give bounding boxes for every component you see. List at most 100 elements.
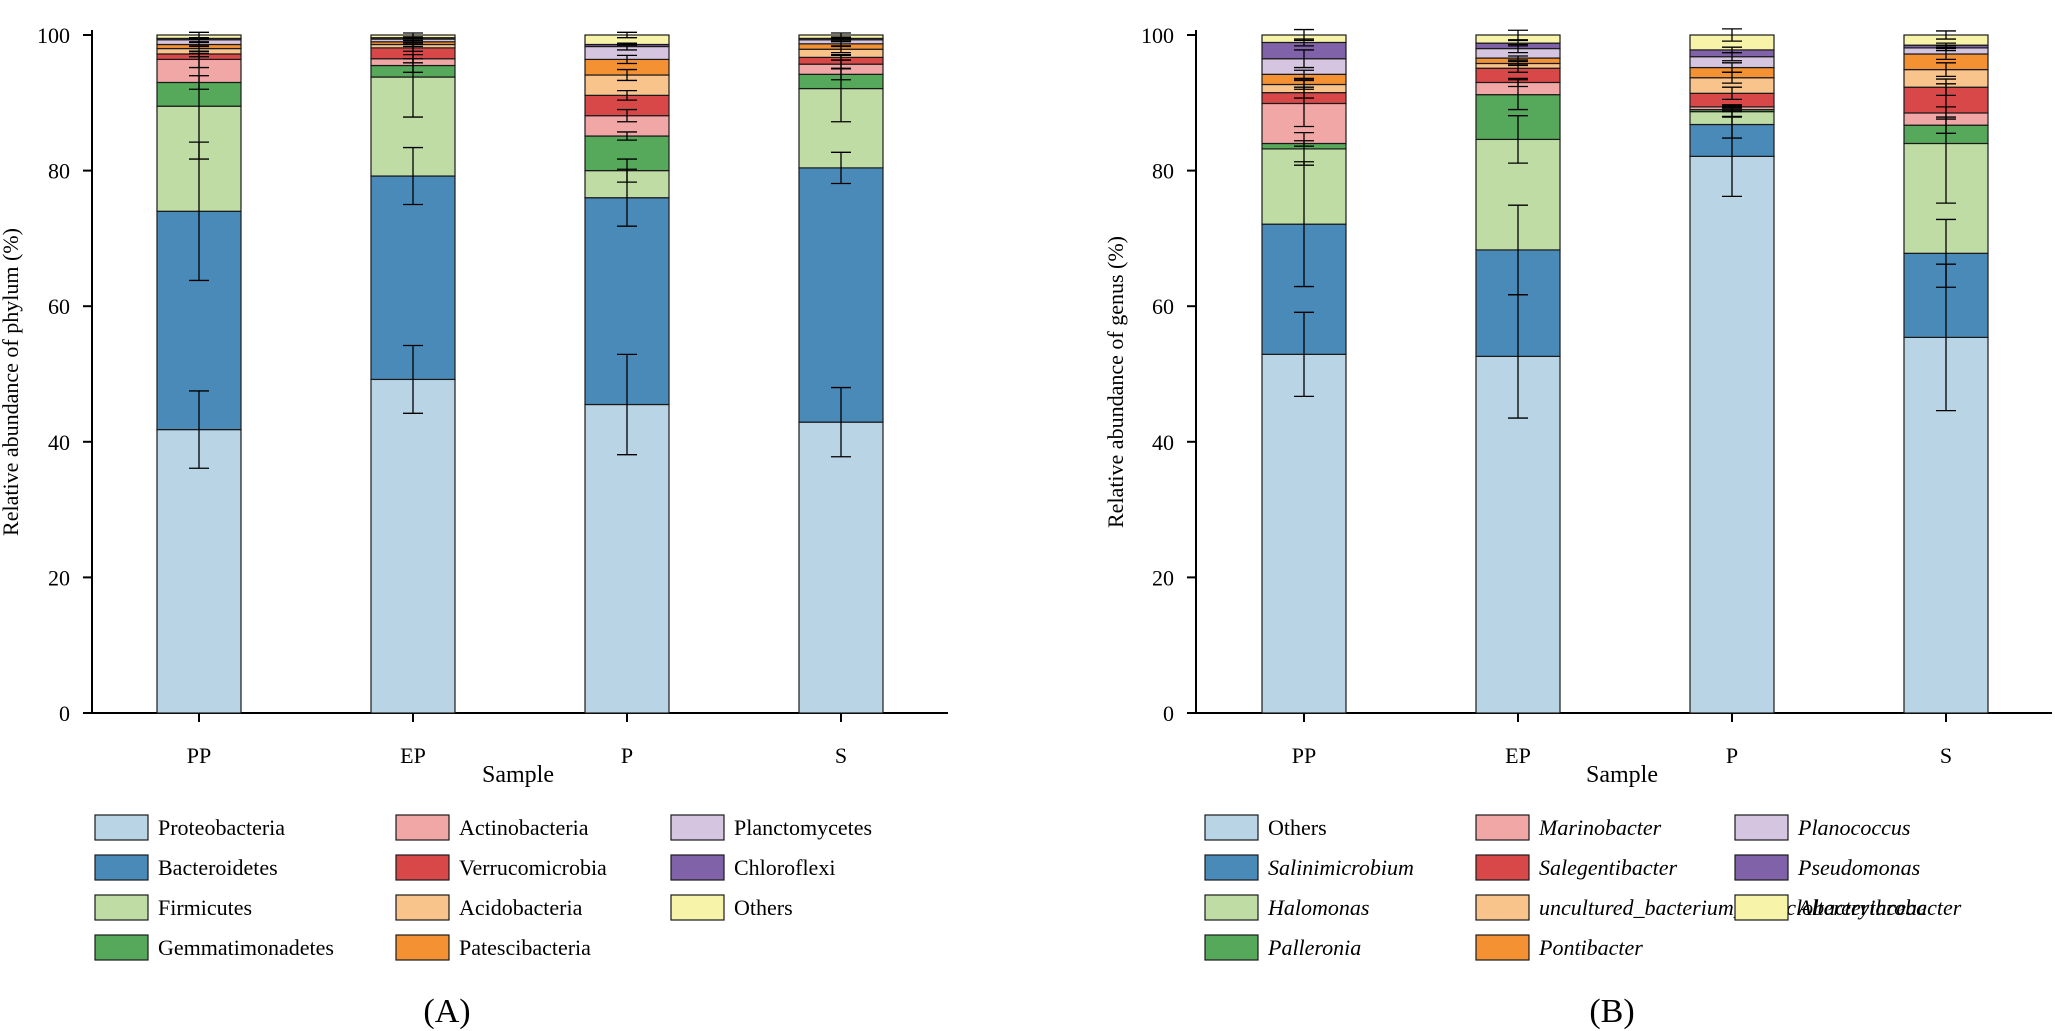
error-bar [1294, 79, 1314, 90]
x-axis-label: Sample [1586, 762, 1658, 788]
error-bar [1508, 55, 1528, 61]
legend-item: Others [1204, 814, 1327, 841]
y-tick-label: 40 [1152, 430, 1174, 455]
legend-swatch [670, 854, 725, 881]
legend-label: uncultured_bacterium_f_Cyclobacteriaceae [1539, 895, 1927, 920]
x-tick-label: PP [187, 743, 211, 768]
legend-swatch [94, 814, 149, 841]
legend-swatch [1734, 814, 1789, 841]
error-bar [617, 31, 637, 39]
error-bar [1508, 39, 1528, 47]
x-tick-label: EP [1505, 743, 1531, 768]
error-bar [1294, 69, 1314, 80]
legend-label: Firmicutes [158, 895, 252, 920]
error-bar [1294, 131, 1314, 166]
legend-label: Planococcus [1797, 815, 1910, 840]
legend-item: Halomonas [1204, 894, 1369, 921]
legend-item: Salinimicrobium [1204, 854, 1414, 881]
legend-label: Salegentibacter [1539, 855, 1678, 880]
legend-item: Pontibacter [1475, 934, 1643, 961]
legend-swatch [395, 934, 450, 961]
error-bar [1722, 46, 1742, 54]
error-bar [617, 43, 637, 46]
chart-panel-b: 0 20 40 60 80 100 Relative abundance of genus … [1103, 23, 2052, 1030]
y-tick-label: 80 [48, 159, 70, 184]
legend-label: Others [1268, 815, 1327, 840]
x-tick-label: PP [1292, 743, 1316, 768]
legend-swatch [395, 814, 450, 841]
error-bar [403, 54, 423, 64]
bar-stack-ep [370, 32, 456, 714]
error-bar [403, 344, 423, 414]
error-bar [189, 75, 209, 90]
y-tick-label: 20 [48, 565, 70, 590]
y-tick-label: 80 [1152, 159, 1174, 184]
legend-label: Chloroflexi [734, 855, 835, 880]
y-axis-label: Relative abundance of phylum (%) [0, 228, 23, 536]
error-bar [831, 386, 851, 458]
legend-swatch [1204, 894, 1259, 921]
legend-label: Acidobacteria [459, 895, 583, 920]
error-bar [617, 108, 637, 123]
legend-swatch [94, 934, 149, 961]
x-tick-label: S [835, 743, 847, 768]
y-tick-label: 20 [1152, 565, 1174, 590]
legend-label: Altererythrobacter [1796, 895, 1962, 920]
x-tick-label: P [1726, 743, 1738, 768]
error-bar [189, 41, 209, 48]
error-bar [831, 37, 851, 40]
x-axis-label: Sample [482, 762, 554, 788]
legend-item: Proteobacteria [94, 814, 285, 841]
error-bar [617, 353, 637, 456]
bar-segment-proteobacteria [370, 378, 456, 714]
legend-swatch [94, 854, 149, 881]
error-bar [403, 146, 423, 206]
error-bar [1936, 218, 1956, 288]
y-tick-label: 0 [1163, 701, 1174, 726]
error-bar [1508, 60, 1528, 67]
legend-label: Pontibacter [1538, 935, 1643, 960]
legend-swatch [1475, 934, 1530, 961]
bar-stack-pp [156, 31, 242, 714]
bar-stack-p [584, 31, 670, 714]
bar-segment-others [1689, 155, 1775, 714]
legend-label: Salinimicrobium [1268, 855, 1414, 880]
bar-stack-pp [1261, 28, 1347, 714]
y-tick-label: 0 [59, 701, 70, 726]
error-bar [1936, 30, 1956, 40]
error-bar [1722, 104, 1742, 110]
legend-swatch [1475, 854, 1530, 881]
legend-swatch [1475, 894, 1530, 921]
error-bar [617, 68, 637, 82]
error-bar [189, 31, 209, 39]
error-bar [831, 68, 851, 81]
bar-segment-proteobacteria [584, 403, 670, 714]
legend-item: Gemmatimonadetes [94, 934, 334, 961]
panel-label: (B) [1589, 993, 1634, 1030]
error-bar [1508, 204, 1528, 296]
legend-label: Planctomycetes [734, 815, 872, 840]
legend-label: Actinobacteria [459, 815, 589, 840]
legend-item: uncultured_bacterium_f_Cyclobacteriaceae [1475, 894, 1927, 921]
legend-swatch [1734, 894, 1789, 921]
error-bar [1722, 28, 1742, 42]
legend-label: Proteobacteria [158, 815, 285, 840]
legend-label: Gemmatimonadetes [158, 935, 334, 960]
legend-swatch [395, 894, 450, 921]
legend-item: Bacteroidetes [94, 854, 278, 881]
legend-item: Altererythrobacter [1734, 894, 1962, 921]
error-bar [1508, 77, 1528, 88]
legend-item: Actinobacteria [395, 814, 589, 841]
legend-label: Marinobacter [1538, 815, 1662, 840]
legend-item: Patescibacteria [395, 934, 591, 961]
legend-item: Firmicutes [94, 894, 252, 921]
y-tick-label: 40 [48, 430, 70, 455]
error-bar [1294, 28, 1314, 42]
x-tick-label: P [621, 743, 633, 768]
error-bar [1294, 140, 1314, 147]
error-bar [1936, 42, 1956, 48]
legend-label: Others [734, 895, 793, 920]
bar-segment-proteobacteria [798, 421, 884, 714]
legend-label: Pseudomonas [1797, 855, 1920, 880]
